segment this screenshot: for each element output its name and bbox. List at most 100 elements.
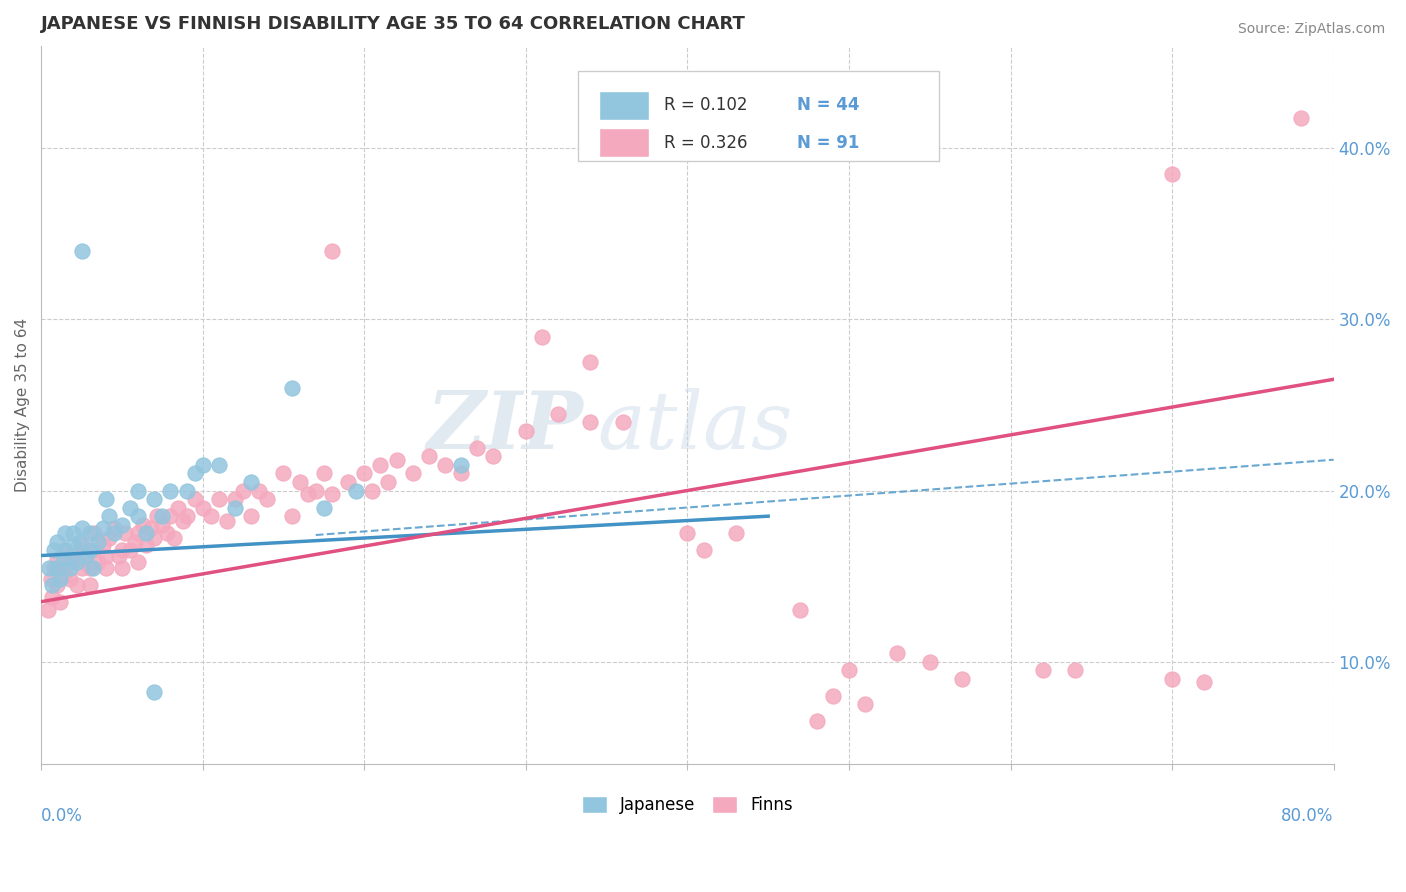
Point	[62, 555, 84, 569]
Point	[344, 483, 367, 498]
Point	[886, 646, 908, 660]
Point	[434, 458, 457, 472]
Point	[73, 549, 96, 563]
Point	[66, 577, 89, 591]
Point	[86, 534, 108, 549]
Point	[139, 521, 162, 535]
Point	[127, 509, 149, 524]
Point	[579, 415, 602, 429]
Point	[1291, 111, 1313, 125]
Point	[70, 538, 93, 552]
Point	[467, 441, 489, 455]
Point	[79, 526, 101, 541]
Point	[806, 714, 828, 729]
Point	[377, 475, 399, 489]
Point	[321, 487, 343, 501]
Point	[118, 543, 141, 558]
Text: Source: ZipAtlas.com: Source: ZipAtlas.com	[1237, 22, 1385, 37]
Point	[49, 573, 72, 587]
Point	[176, 509, 198, 524]
Point	[1032, 663, 1054, 677]
Point	[86, 555, 108, 569]
Point	[312, 500, 335, 515]
Point	[232, 483, 254, 498]
Point	[79, 543, 101, 558]
Point	[1161, 167, 1184, 181]
Point	[385, 452, 408, 467]
Text: N = 44: N = 44	[797, 96, 859, 114]
Point	[838, 663, 860, 677]
Point	[107, 549, 129, 563]
Point	[150, 509, 173, 524]
Point	[41, 577, 63, 591]
Point	[46, 577, 69, 591]
Point	[191, 458, 214, 472]
Point	[547, 407, 569, 421]
Point	[111, 543, 134, 558]
Point	[172, 514, 194, 528]
Point	[450, 467, 472, 481]
Point	[52, 552, 75, 566]
Point	[103, 521, 125, 535]
Text: JAPANESE VS FINNISH DISABILITY AGE 35 TO 64 CORRELATION CHART: JAPANESE VS FINNISH DISABILITY AGE 35 TO…	[41, 15, 747, 33]
Point	[94, 560, 117, 574]
Point	[135, 526, 157, 541]
Point	[612, 415, 634, 429]
Point	[39, 573, 62, 587]
Point	[143, 532, 166, 546]
Point	[853, 698, 876, 712]
Point	[305, 483, 328, 498]
Point	[37, 603, 59, 617]
Point	[70, 560, 93, 574]
Point	[515, 424, 537, 438]
Point	[191, 500, 214, 515]
Point	[280, 509, 302, 524]
Point	[418, 450, 440, 464]
Point	[256, 491, 278, 506]
Point	[135, 538, 157, 552]
Point	[215, 514, 238, 528]
Point	[118, 500, 141, 515]
Point	[918, 655, 941, 669]
Point	[353, 467, 375, 481]
Point	[143, 685, 166, 699]
Point	[321, 244, 343, 258]
Point	[91, 521, 114, 535]
Point	[53, 543, 76, 558]
Point	[42, 543, 65, 558]
Point	[46, 560, 69, 574]
Point	[114, 526, 136, 541]
Point	[41, 590, 63, 604]
Point	[82, 543, 104, 558]
Point	[167, 500, 190, 515]
Point	[127, 555, 149, 569]
Point	[53, 543, 76, 558]
Point	[146, 509, 169, 524]
Point	[156, 526, 179, 541]
Point	[127, 526, 149, 541]
Point	[59, 573, 82, 587]
Point	[370, 458, 392, 472]
Point	[38, 560, 60, 574]
Point	[62, 526, 84, 541]
Point	[53, 526, 76, 541]
FancyBboxPatch shape	[599, 128, 648, 157]
Point	[124, 534, 146, 549]
Point	[46, 552, 69, 566]
Point	[70, 244, 93, 258]
FancyBboxPatch shape	[599, 91, 648, 120]
Point	[208, 458, 231, 472]
Point	[176, 483, 198, 498]
Point	[280, 381, 302, 395]
Point	[183, 491, 205, 506]
Point	[288, 475, 311, 489]
Point	[98, 532, 121, 546]
Y-axis label: Disability Age 35 to 64: Disability Age 35 to 64	[15, 318, 30, 492]
Point	[52, 569, 75, 583]
Point	[482, 450, 505, 464]
Point	[98, 509, 121, 524]
Point	[82, 560, 104, 574]
Point	[208, 491, 231, 506]
Point	[59, 560, 82, 574]
Point	[530, 329, 553, 343]
